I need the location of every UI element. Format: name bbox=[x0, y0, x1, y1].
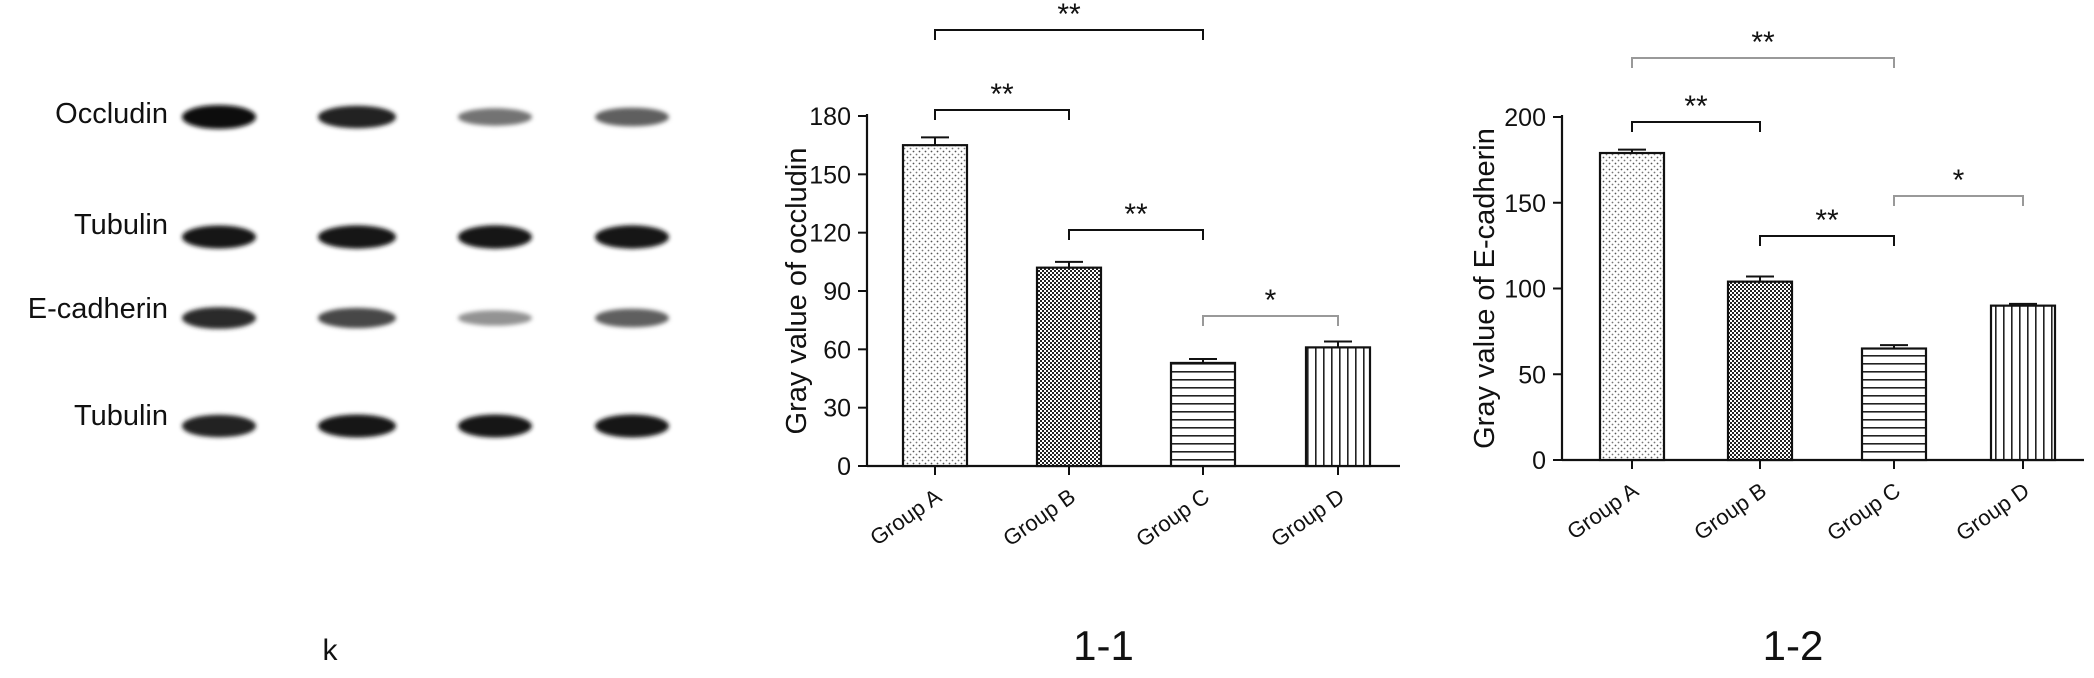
y-tick-label: 30 bbox=[823, 395, 851, 423]
panel-label: 1-1 bbox=[1073, 622, 1134, 669]
significance-bracket bbox=[1759, 235, 1895, 246]
y-axis-label: Gray value of E-cadherin bbox=[1469, 128, 1501, 449]
blot-band-r3-lane4 bbox=[595, 308, 669, 328]
significance-label: ** bbox=[990, 78, 1014, 111]
blot-label-e-cadherin: E-cadherin bbox=[28, 293, 168, 325]
bar-group-c bbox=[1169, 361, 1237, 468]
y-tick-label: 150 bbox=[1504, 190, 1546, 218]
x-tick-label: Group B bbox=[1689, 478, 1770, 545]
significance-bracket bbox=[934, 29, 1204, 40]
panel-label: 1-2 bbox=[1763, 622, 1824, 669]
y-tick-label: 90 bbox=[823, 278, 851, 306]
blot-band-r1-lane1 bbox=[182, 105, 256, 129]
bar-group-c bbox=[1860, 347, 1928, 462]
blot-band-r4-lane2 bbox=[318, 414, 396, 438]
y-tick-label: 0 bbox=[1532, 447, 1546, 475]
y-tick-label: 200 bbox=[1504, 104, 1546, 132]
x-tick-label: Group D bbox=[1951, 478, 2033, 546]
significance-bracket bbox=[1631, 121, 1761, 132]
bar-group-a bbox=[901, 144, 969, 468]
x-tick-label: Group D bbox=[1266, 484, 1348, 552]
blot-band-r2-lane2 bbox=[318, 225, 396, 249]
bar-group-d bbox=[1304, 346, 1372, 468]
significance-label: ** bbox=[1684, 90, 1708, 123]
x-tick-label: Group C bbox=[1822, 478, 1905, 546]
y-tick-label: 50 bbox=[1518, 361, 1546, 389]
blot-caption: k bbox=[323, 634, 339, 667]
y-tick-label: 60 bbox=[823, 336, 851, 364]
significance-label: ** bbox=[1815, 204, 1839, 237]
significance-label: * bbox=[1953, 164, 1965, 197]
blot-band-r4-lane1 bbox=[182, 414, 256, 438]
bar-group-d bbox=[1989, 304, 2057, 462]
blot-band-r2-lane4 bbox=[595, 225, 669, 249]
blot-label-tubulin-1: Tubulin bbox=[74, 209, 168, 241]
x-tick-label: Group A bbox=[1562, 477, 1643, 544]
blot-band-r1-lane3 bbox=[458, 108, 532, 126]
x-tick-label: Group B bbox=[998, 484, 1079, 551]
blot-band-r2-lane1 bbox=[182, 225, 256, 249]
significance-label: ** bbox=[1751, 26, 1775, 59]
blot-band-r1-lane2 bbox=[318, 105, 396, 129]
y-tick-label: 120 bbox=[809, 220, 851, 248]
blot-label-tubulin-2: Tubulin bbox=[74, 400, 168, 432]
y-tick-label: 100 bbox=[1504, 276, 1546, 304]
blot-band-r4-lane4 bbox=[595, 414, 669, 438]
significance-bracket bbox=[1631, 57, 1895, 68]
y-tick-label: 180 bbox=[809, 103, 851, 131]
significance-label: ** bbox=[1124, 198, 1148, 231]
y-tick-label: 150 bbox=[809, 161, 851, 189]
blot-band-r1-lane4 bbox=[595, 107, 669, 127]
y-tick-label: 0 bbox=[837, 453, 851, 481]
bar-group-a bbox=[1598, 151, 1666, 462]
significance-label: * bbox=[1265, 284, 1277, 317]
significance-label: ** bbox=[1057, 0, 1081, 31]
x-tick-label: Group A bbox=[865, 483, 946, 550]
blot-band-r3-lane2 bbox=[318, 307, 396, 329]
blot-band-r3-lane3 bbox=[458, 310, 532, 326]
blot-band-r2-lane3 bbox=[458, 225, 532, 249]
blot-band-r3-lane1 bbox=[182, 307, 256, 329]
chart-occludin: 0 30 60 90 120 150 180 Gray value of occludin Gr… bbox=[781, 0, 1400, 669]
bar-group-b bbox=[1726, 280, 1794, 462]
significance-bracket bbox=[1068, 229, 1204, 240]
y-axis-label: Gray value of occludin bbox=[781, 148, 813, 435]
significance-bracket bbox=[1202, 315, 1339, 326]
blot-band-r4-lane3 bbox=[458, 414, 532, 438]
blot-bands bbox=[182, 105, 669, 438]
blot-label-occludin: Occludin bbox=[55, 98, 168, 130]
significance-bracket bbox=[934, 109, 1070, 120]
bar-group-b bbox=[1035, 266, 1103, 468]
x-tick-label: Group C bbox=[1131, 484, 1214, 552]
western-blot-panel: Occludin Tubulin E-cadherin Tubulin k bbox=[28, 98, 669, 667]
significance-bracket bbox=[1893, 195, 2024, 206]
